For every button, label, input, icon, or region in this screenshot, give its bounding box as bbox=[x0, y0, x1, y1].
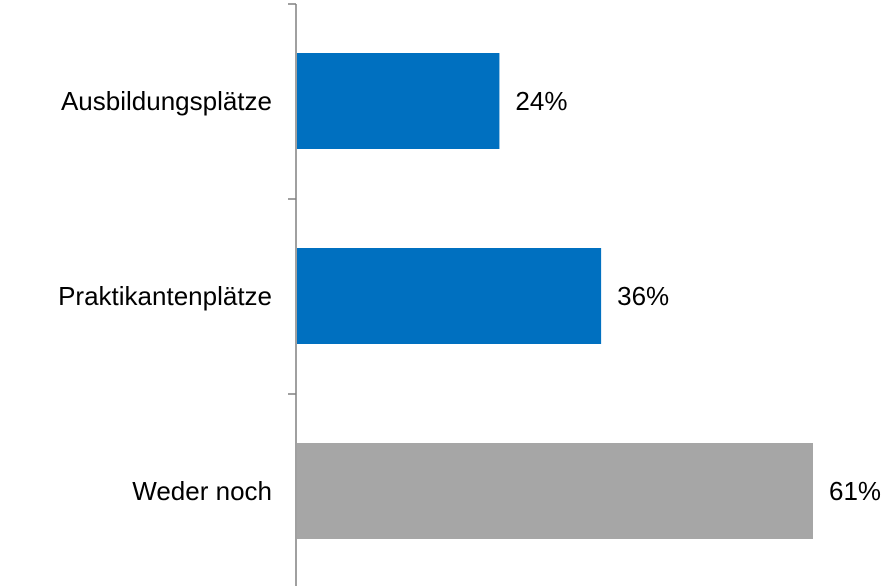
bar-3 bbox=[297, 443, 813, 539]
bar-2 bbox=[297, 248, 602, 344]
data-label: 36% bbox=[617, 281, 669, 311]
category-label: Weder noch bbox=[132, 476, 272, 506]
data-label: 61% bbox=[829, 476, 881, 506]
category-label: Ausbildungsplätze bbox=[61, 86, 272, 116]
data-label: 24% bbox=[515, 86, 567, 116]
category-label: Praktikantenplätze bbox=[58, 281, 272, 311]
bar-1 bbox=[297, 53, 500, 149]
